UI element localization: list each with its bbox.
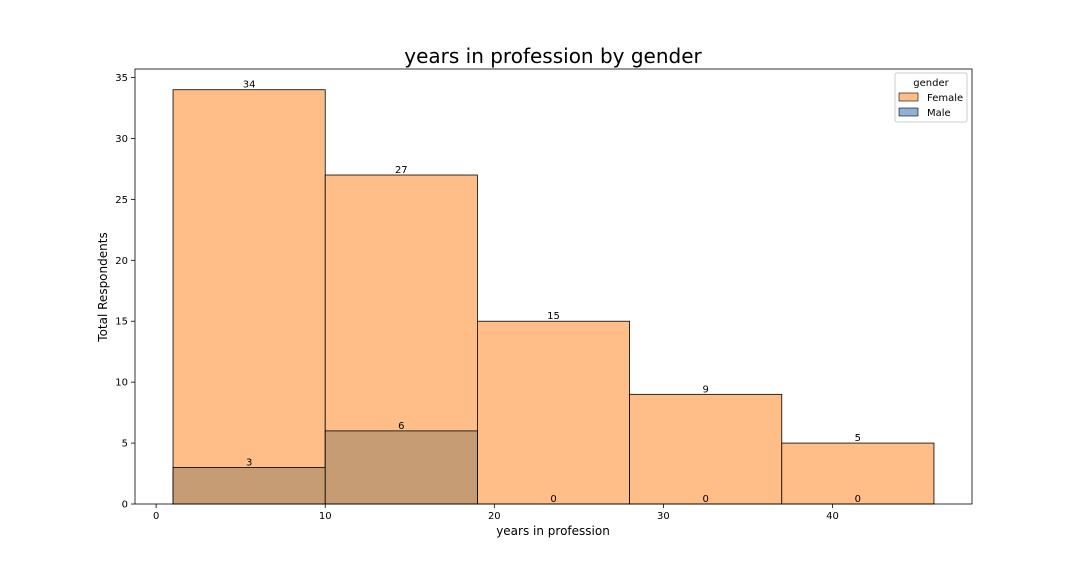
y-tick-label: 5 [122,439,128,450]
bar-label-female: 27 [395,165,408,176]
bar-female [477,320,630,505]
legend-title: gender [913,78,949,89]
plot-frame [134,68,973,505]
bar-male [172,467,326,505]
x-tick-label: 30 [657,511,670,522]
bar-label-female: 9 [702,384,708,395]
y-tick-label: 35 [115,73,128,84]
bar-female [781,442,935,505]
x-tick-label: 40 [826,511,839,522]
x-tick-label: 20 [488,511,501,522]
bar-label-male: 0 [855,494,861,505]
bar-male [324,430,478,505]
y-tick-label: 0 [122,500,128,511]
chart-title: years in profession by gender [404,44,702,68]
bar-label-male: 3 [246,457,252,468]
bar-label-male: 0 [702,494,708,505]
legend-swatch-male [898,107,919,117]
x-tick-label: 10 [319,511,332,522]
y-tick-label: 15 [115,317,128,328]
bar-female [172,89,326,505]
bar-label-female: 5 [855,433,861,444]
y-axis-title: Total Respondents [96,232,110,342]
bar-label-female: 34 [243,80,256,91]
y-tick-label: 25 [115,195,128,206]
legend-label-female: Female [927,93,963,104]
plot-area: 34 3 27 6 15 0 9 0 5 0 0 10 20 30 40 0 5 10 15 20 25 30 35 [115,68,973,522]
legend-swatch-female [898,92,919,102]
y-tick-label: 20 [115,256,128,267]
legend-label-male: Male [927,108,951,119]
legend: gender Female Male [894,72,968,123]
bar-label-female: 15 [547,311,560,322]
y-tick-label: 10 [115,378,128,389]
bar-female [629,393,783,505]
bar-label-male: 6 [398,421,404,432]
x-tick-label: 0 [153,511,159,522]
x-axis-title: years in profession [496,524,610,538]
bar-label-male: 0 [550,494,556,505]
y-tick-label: 30 [115,134,128,145]
